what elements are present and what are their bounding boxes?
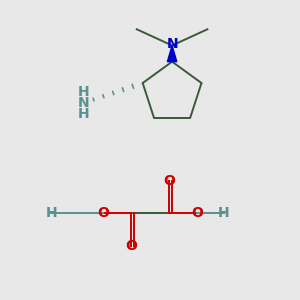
Text: O: O bbox=[163, 174, 175, 188]
Text: H: H bbox=[78, 107, 90, 121]
Text: N: N bbox=[78, 96, 90, 110]
Text: O: O bbox=[125, 239, 137, 253]
Text: O: O bbox=[191, 206, 203, 220]
Polygon shape bbox=[167, 46, 177, 62]
Text: O: O bbox=[97, 206, 109, 220]
Text: H: H bbox=[218, 206, 230, 220]
Text: N: N bbox=[166, 37, 178, 51]
Text: H: H bbox=[78, 85, 90, 99]
Text: H: H bbox=[46, 206, 57, 220]
